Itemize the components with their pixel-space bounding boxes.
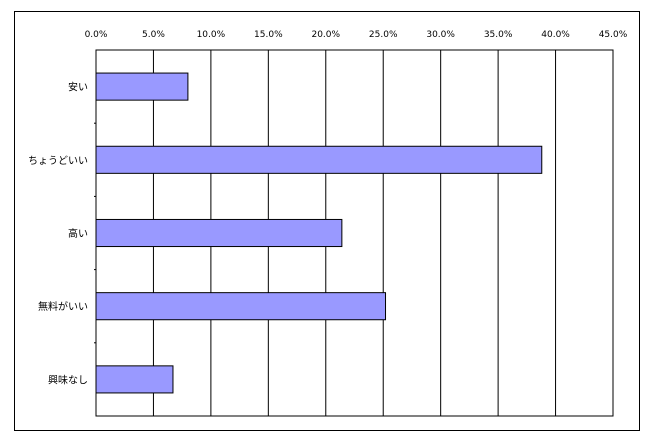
x-tick-label: 0.0% (85, 30, 108, 40)
bar (95, 145, 543, 174)
category-label: 無料がいい (38, 300, 88, 313)
category-label: 安い (68, 81, 88, 94)
x-tick-label: 40.0% (541, 30, 570, 40)
category-label: 高い (68, 227, 88, 240)
bar (95, 365, 174, 394)
x-tick-label: 5.0% (142, 30, 165, 40)
x-axis-ticks: 0.0% 5.0% 10.0% 15.0% 20.0% 25.0% 30.0% 35.0% 40… (85, 30, 628, 40)
x-tick-label: 35.0% (484, 30, 513, 40)
bar (95, 292, 387, 321)
x-tick-label: 10.0% (197, 30, 226, 40)
x-tick-label: 30.0% (426, 30, 455, 40)
gridlines (152, 50, 557, 416)
x-tick-label: 20.0% (311, 30, 340, 40)
x-tick-label: 25.0% (369, 30, 398, 40)
x-tick-label: 45.0% (599, 30, 628, 40)
x-tick-label: 15.0% (254, 30, 283, 40)
category-label: ちょうどいい (28, 155, 88, 167)
bar (95, 218, 343, 248)
bar (95, 72, 189, 101)
bars (95, 72, 543, 394)
category-label: 興味なし (48, 374, 88, 386)
